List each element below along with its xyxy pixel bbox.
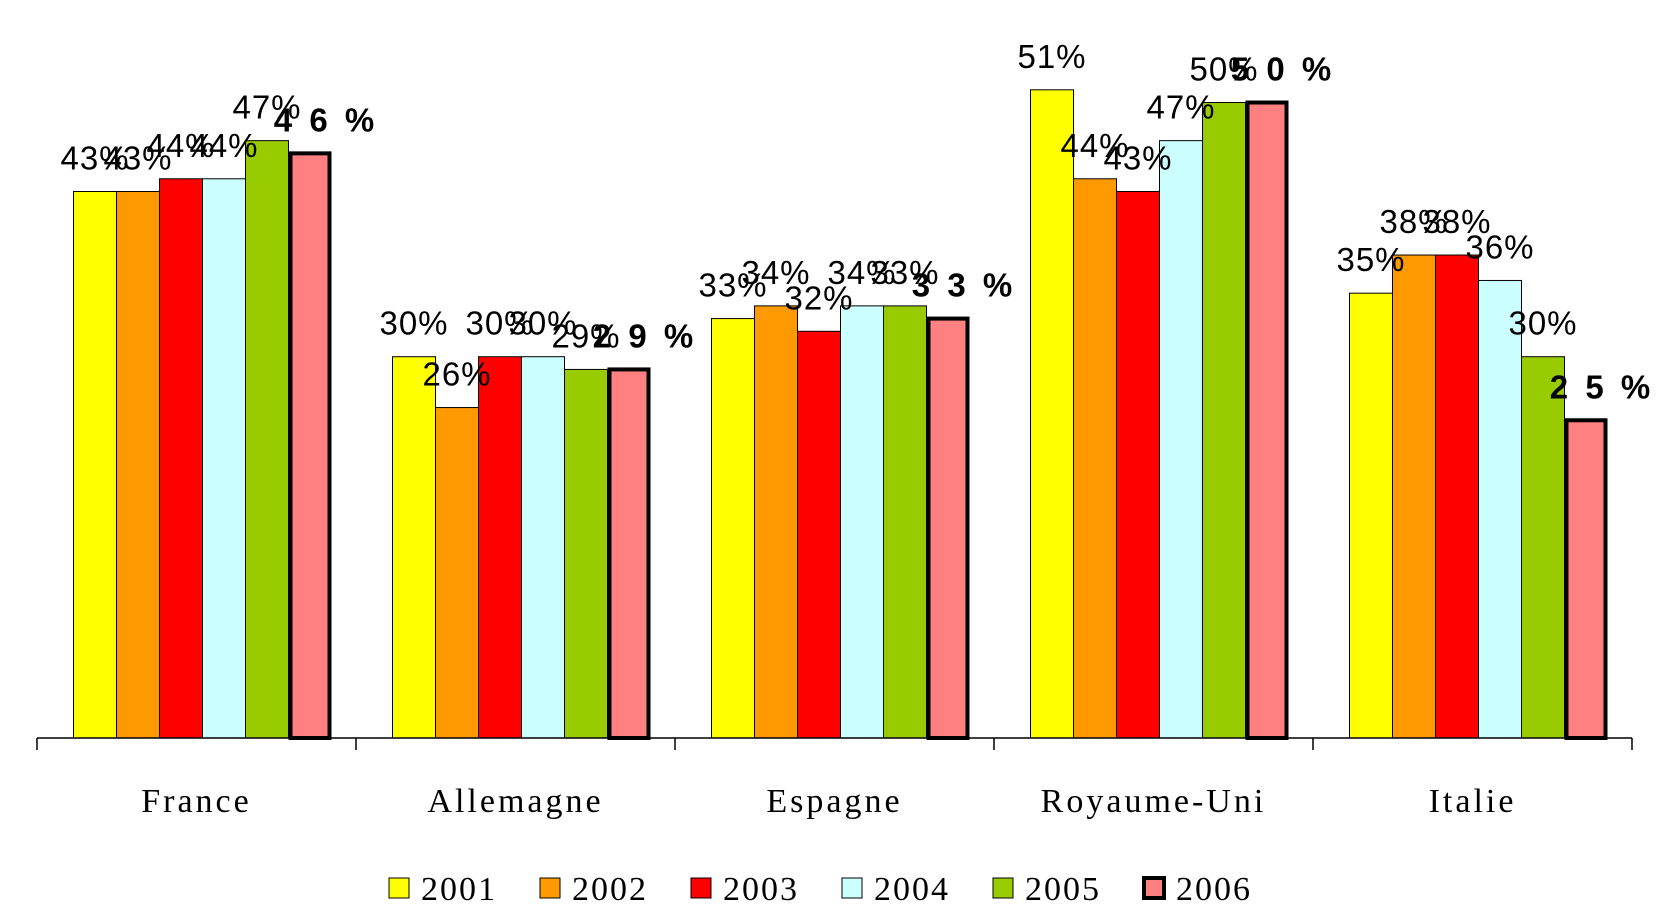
bar-italie-2001 xyxy=(1349,292,1393,739)
bar-allemagne-2002 xyxy=(435,407,479,739)
legend-swatch-2006 xyxy=(1142,876,1166,900)
bar-espagne-2001 xyxy=(711,318,755,739)
data-label-france-2006: 4 6 % xyxy=(274,101,378,138)
data-label-allemagne-2003: 30% xyxy=(465,305,534,342)
data-label-royaume-uni-2004: 47% xyxy=(1146,89,1215,126)
data-label-allemagne-2005: 29% xyxy=(551,317,620,354)
legend-label-2002: 2002 xyxy=(572,871,648,908)
bar-royaume-uni-2005 xyxy=(1202,102,1246,739)
data-label-espagne-2005: 33% xyxy=(870,254,939,291)
data-label-espagne-2002: 34% xyxy=(741,254,810,291)
data-label-espagne-2006: 3 3 % xyxy=(912,267,1016,304)
data-label-espagne-2004: 34% xyxy=(827,254,896,291)
bar-espagne-2003 xyxy=(797,330,841,739)
data-label-italie-2003: 38% xyxy=(1422,203,1491,240)
data-label-royaume-uni-2006: 5 0 % xyxy=(1231,51,1335,88)
bar-italie-2005 xyxy=(1521,356,1565,739)
legend-swatch-2003 xyxy=(690,877,712,899)
data-label-italie-2004: 36% xyxy=(1465,228,1534,265)
bar-france-2003 xyxy=(159,178,203,739)
bar-allemagne-2005 xyxy=(564,368,608,739)
bar-italie-2004 xyxy=(1478,279,1522,739)
bar-france-2002 xyxy=(116,190,160,739)
bar-france-2006 xyxy=(288,151,332,741)
data-label-italie-2006: 2 5 % xyxy=(1550,368,1654,405)
bar-italie-2006 xyxy=(1564,418,1608,740)
bar-royaume-uni-2002 xyxy=(1073,178,1117,739)
legend-label-2006: 2006 xyxy=(1176,871,1252,908)
data-label-allemagne-2001: 30% xyxy=(379,305,448,342)
bar-italie-2002 xyxy=(1392,254,1436,739)
category-label-allemagne: Allemagne xyxy=(427,783,603,820)
data-label-italie-2001: 35% xyxy=(1336,241,1405,278)
bar-espagne-2004 xyxy=(840,305,884,739)
legend-swatch-2004 xyxy=(841,877,863,899)
bar-espagne-2006 xyxy=(926,316,970,740)
data-label-france-2001: 43% xyxy=(60,139,129,176)
category-label-italie: Italie xyxy=(1429,783,1517,820)
data-label-royaume-uni-2001: 51% xyxy=(1017,38,1086,75)
data-label-france-2004: 44% xyxy=(189,127,258,164)
data-label-italie-2005: 30% xyxy=(1508,305,1577,342)
data-labels-layer: 43%43%44%44%47%4 6 %30%26%30%30%29%2 9 %… xyxy=(60,38,1654,405)
legend-label-2004: 2004 xyxy=(874,871,950,908)
bars-layer xyxy=(73,89,1608,741)
bar-france-2004 xyxy=(202,178,246,739)
category-labels: France Allemagne Espagne Royaume-Uni Italie xyxy=(141,783,1517,820)
bar-espagne-2002 xyxy=(754,305,798,739)
bar-allemagne-2001 xyxy=(392,356,436,739)
category-label-france: France xyxy=(141,783,252,820)
bar-allemagne-2003 xyxy=(478,356,522,739)
legend-label-2003: 2003 xyxy=(723,871,799,908)
bar-allemagne-2006 xyxy=(607,367,651,740)
x-axis xyxy=(36,737,1633,750)
bar-royaume-uni-2004 xyxy=(1159,140,1203,739)
data-label-royaume-uni-2005: 50% xyxy=(1189,51,1258,88)
legend: 2001 2002 2003 2004 2005 2006 xyxy=(388,871,1252,908)
legend-swatch-2002 xyxy=(539,877,561,899)
data-label-espagne-2001: 33% xyxy=(698,267,767,304)
legend-label-2001: 2001 xyxy=(421,871,497,908)
bar-allemagne-2004 xyxy=(521,356,565,739)
category-label-royaume-uni: Royaume-Uni xyxy=(1041,783,1267,820)
data-label-allemagne-2006: 2 9 % xyxy=(593,317,697,354)
bar-france-2001 xyxy=(73,190,117,739)
data-label-espagne-2003: 32% xyxy=(784,279,853,316)
data-label-royaume-uni-2003: 43% xyxy=(1103,139,1172,176)
data-label-allemagne-2004: 30% xyxy=(508,305,577,342)
data-label-italie-2002: 38% xyxy=(1379,203,1448,240)
data-label-allemagne-2002: 26% xyxy=(422,356,491,393)
data-label-france-2003: 44% xyxy=(146,127,215,164)
legend-label-2005: 2005 xyxy=(1025,871,1101,908)
legend-swatch-2001 xyxy=(388,877,410,899)
bar-royaume-uni-2003 xyxy=(1116,190,1160,739)
legend-swatch-2005 xyxy=(992,877,1014,899)
data-label-france-2002: 43% xyxy=(103,139,172,176)
bar-royaume-uni-2001 xyxy=(1030,89,1074,739)
data-label-france-2005: 47% xyxy=(232,89,301,126)
category-label-espagne: Espagne xyxy=(766,783,902,820)
data-label-royaume-uni-2002: 44% xyxy=(1060,127,1129,164)
bar-france-2005 xyxy=(245,140,289,739)
bar-espagne-2005 xyxy=(883,305,927,739)
bar-italie-2003 xyxy=(1435,254,1479,739)
bar-royaume-uni-2006 xyxy=(1245,100,1289,741)
